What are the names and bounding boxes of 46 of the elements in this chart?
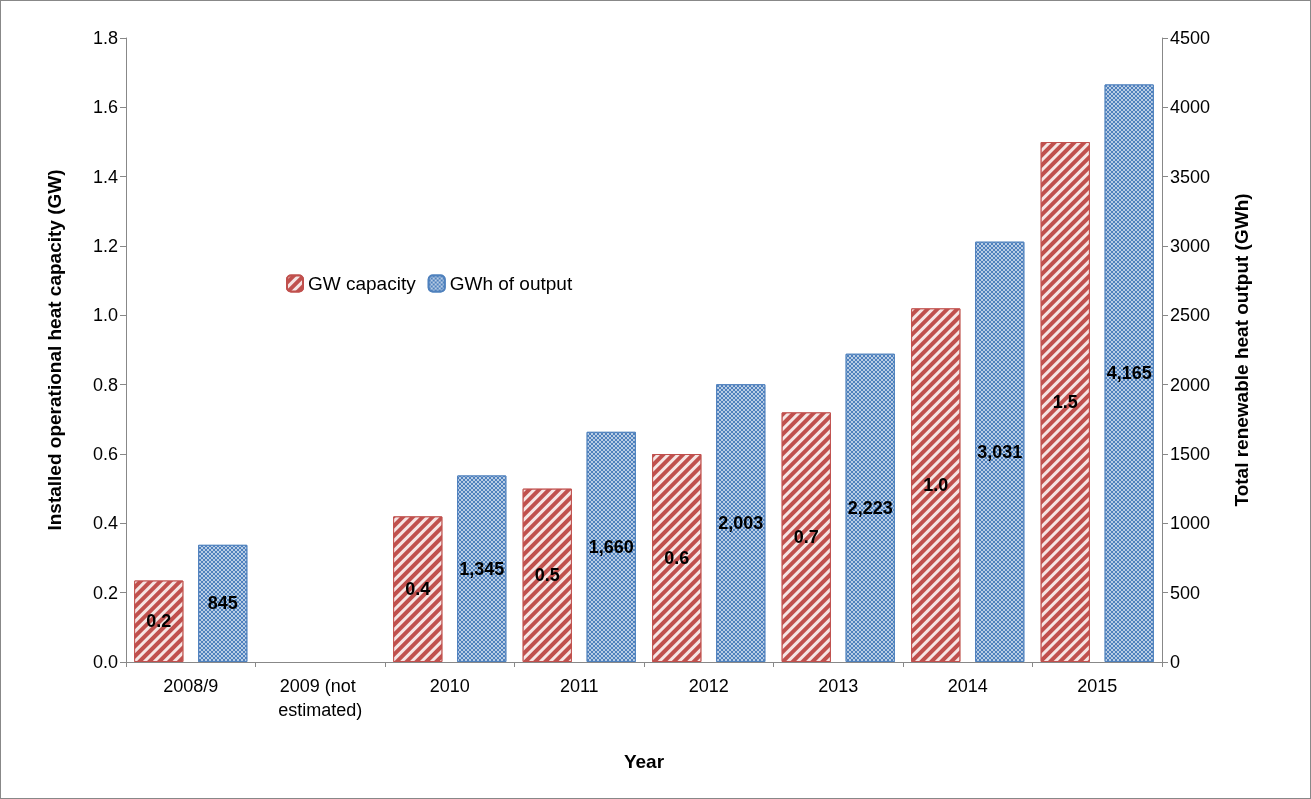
y-tick-label: 0.4 xyxy=(92,513,118,534)
y2-tick-label: 3000 xyxy=(1170,236,1211,256)
data-label: 1,345 xyxy=(459,558,505,579)
data-label: 0.4 xyxy=(405,579,431,600)
x-tick-label: 2011 xyxy=(559,676,599,696)
y2-tick-label: 2500 xyxy=(1170,305,1211,326)
data-label: 2,223 xyxy=(847,497,893,518)
x-tick-label: 2013 xyxy=(818,676,859,696)
y2-tick-label: 4000 xyxy=(1170,97,1211,118)
y2-axis-title: Total renewable heat output (GWh) xyxy=(1231,193,1252,507)
y2-tick-label: 0 xyxy=(1170,652,1181,672)
y-tick-label: 1.6 xyxy=(92,97,118,118)
y-tick-label: 1.4 xyxy=(92,166,118,187)
x-tick-label: 2010 xyxy=(429,676,470,696)
y-axis-title: Installed operational heat capacity (GW) xyxy=(44,169,65,531)
x-tick-label: 2012 xyxy=(688,676,729,696)
y-tick-label: 0.8 xyxy=(92,374,118,395)
data-label: 1.5 xyxy=(1052,392,1078,412)
x-tick-label: 2009 (not estimated) xyxy=(278,676,363,720)
x-tick-label: 2008/9 xyxy=(163,676,219,696)
y-tick-label: 1.8 xyxy=(92,28,118,48)
data-label: 4,165 xyxy=(1106,363,1152,384)
data-label: 0.6 xyxy=(664,548,690,568)
y-tick-label: 0.2 xyxy=(92,582,118,603)
legend-label: GW capacity xyxy=(308,273,417,294)
legend-label: GWh of output xyxy=(449,273,573,294)
y-tick-label: 0.0 xyxy=(92,652,118,672)
data-label: 3,031 xyxy=(977,441,1023,462)
data-label: 0.2 xyxy=(146,611,172,632)
data-label: 2,003 xyxy=(718,513,764,534)
x-tick-label: 2015 xyxy=(1077,676,1118,696)
data-label: 0.7 xyxy=(793,527,819,548)
y-tick-label: 1.0 xyxy=(92,305,118,326)
data-label: 0.5 xyxy=(534,565,560,586)
y2-tick-label: 500 xyxy=(1170,582,1201,603)
y2-tick-label: 1000 xyxy=(1170,513,1211,534)
y-tick-label: 1.2 xyxy=(92,236,118,256)
x-axis-title: Year xyxy=(623,751,665,772)
y2-tick-label: 4500 xyxy=(1170,28,1211,48)
data-label: 845 xyxy=(207,593,238,614)
x-tick-label: 2014 xyxy=(947,676,988,696)
y2-tick-label: 3500 xyxy=(1170,166,1211,187)
data-label: 1.0 xyxy=(923,475,949,496)
y-tick-label: 0.6 xyxy=(92,444,118,464)
y2-tick-label: 2000 xyxy=(1170,374,1211,395)
y2-tick-label: 1500 xyxy=(1170,444,1211,464)
